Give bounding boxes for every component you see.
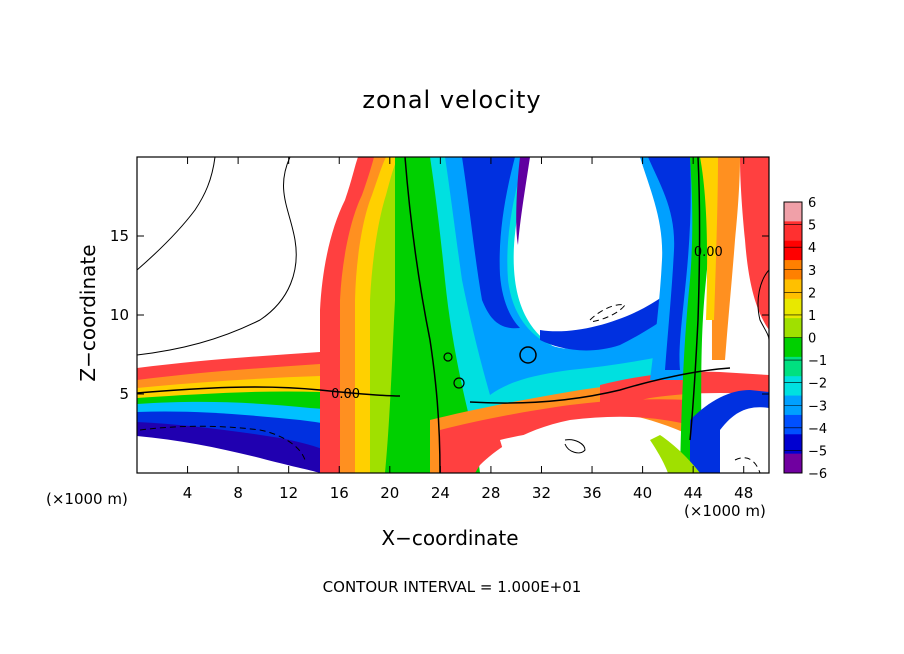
colorbar-segment [784, 221, 802, 242]
colorbar-segment [784, 434, 802, 455]
x-tick-label: 8 [233, 484, 243, 502]
colorbar-label: 2 [808, 286, 816, 301]
z-unit-label: (×1000 m) [46, 490, 128, 508]
colorbar-segment [784, 240, 802, 261]
contour-field [137, 157, 769, 473]
x-tick-label: 32 [532, 484, 551, 502]
colorbar-group: 6 5 4 3 2 1 0 −1 −2 −3 −4 −5 −6 [783, 196, 827, 482]
contour-label: 0.00 [694, 245, 723, 260]
y-tick-label: 5 [119, 385, 129, 403]
x-tick-label: 24 [431, 484, 450, 502]
x-tick-label: 44 [684, 484, 703, 502]
colorbar-label: −6 [808, 467, 827, 482]
x-tick-label: 36 [582, 484, 601, 502]
colorbar-label: 3 [808, 264, 816, 279]
colorbar-segment [784, 298, 802, 319]
colorbar-label: 1 [808, 309, 816, 324]
colorbar-segment [784, 279, 802, 300]
colorbar-label: 6 [808, 196, 816, 211]
colorbar-label: −4 [808, 422, 827, 437]
x-unit-label: (×1000 m) [684, 502, 766, 520]
colorbar-label: 4 [808, 241, 816, 256]
colorbar-label: −3 [808, 399, 827, 414]
colorbar-segment [784, 318, 802, 338]
colorbar-label: −2 [808, 377, 827, 392]
x-tick-label: 28 [481, 484, 500, 502]
colorbar-segment [784, 202, 802, 222]
x-tick-label: 20 [380, 484, 399, 502]
colorbar-segment [784, 453, 802, 474]
chart-title: zonal velocity [362, 86, 542, 114]
colorbar-label: 0 [808, 332, 816, 347]
y-ticks-group: 5 10 15 [110, 227, 769, 403]
colorbar-label: −5 [808, 444, 827, 459]
colorbar-segment [784, 337, 802, 358]
colorbar-segment [784, 356, 802, 377]
y-tick-label: 15 [110, 227, 129, 245]
contour-interval-label: CONTOUR INTERVAL = 1.000E+01 [322, 578, 582, 596]
contour-label: 0.00 [331, 387, 360, 402]
y-tick-label: 10 [110, 306, 129, 324]
x-tick-label: 16 [330, 484, 349, 502]
colorbar-segment [784, 414, 802, 435]
x-tick-label: 4 [183, 484, 193, 502]
colorbar-label: −1 [808, 354, 827, 369]
contour-labels-group: 0.00 0.00 [331, 245, 723, 402]
x-ticks-group: 4 8 12 16 20 24 28 32 36 40 44 48 [183, 157, 753, 502]
x-tick-label: 48 [734, 484, 753, 502]
colorbar-label: 5 [808, 219, 816, 234]
colorbar-segment [784, 376, 802, 397]
y-axis-label: Z−coordinate [76, 244, 100, 382]
x-tick-label: 40 [633, 484, 652, 502]
x-tick-label: 12 [279, 484, 298, 502]
x-axis-label: X−coordinate [381, 526, 519, 550]
